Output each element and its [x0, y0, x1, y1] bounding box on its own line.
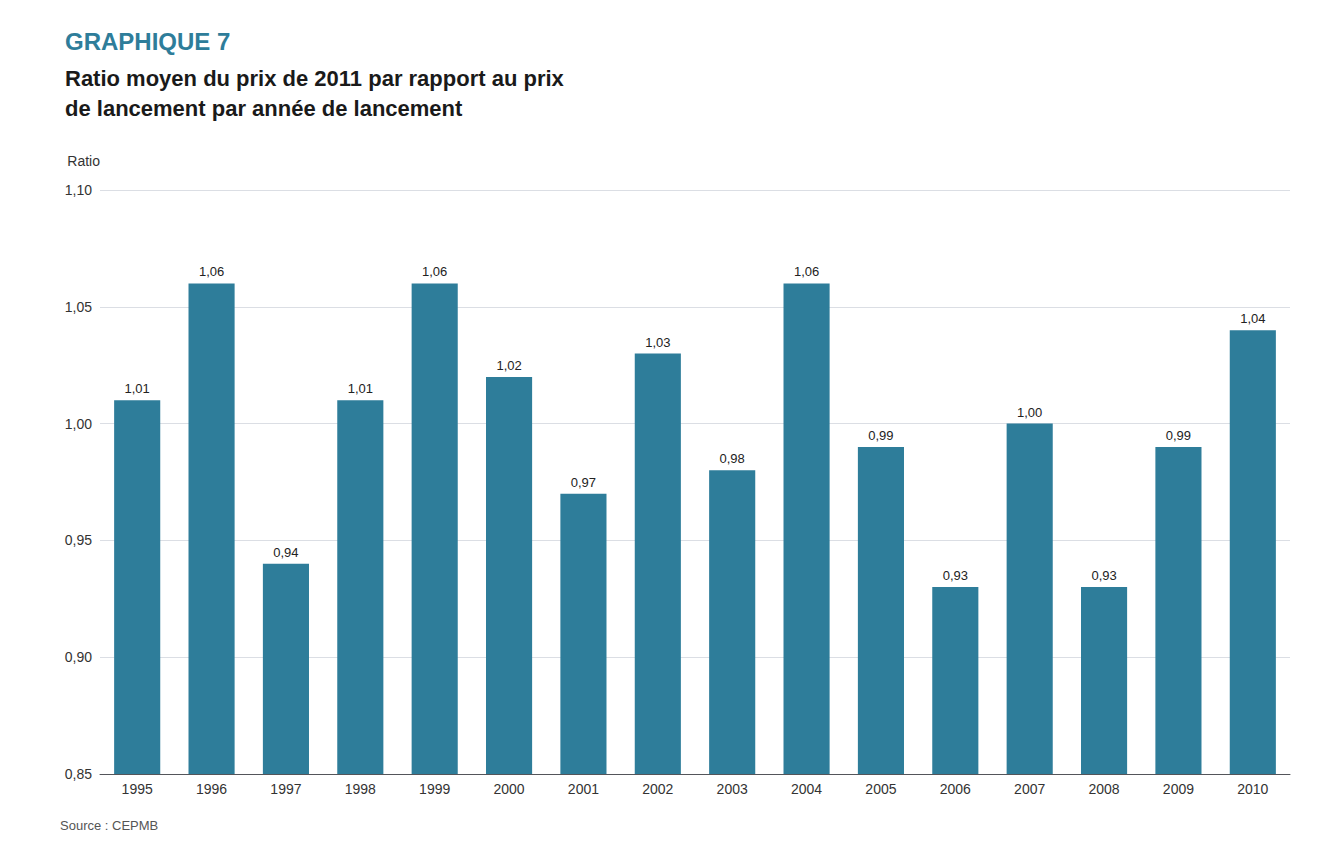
- svg-text:0,85: 0,85: [65, 766, 92, 782]
- svg-text:Ratio moyen du prix de 2011 pa: Ratio moyen du prix de 2011 par rapport …: [65, 66, 565, 91]
- svg-text:1,02: 1,02: [496, 358, 521, 373]
- svg-text:0,97: 0,97: [571, 475, 596, 490]
- svg-text:2004: 2004: [791, 781, 822, 797]
- svg-text:2010: 2010: [1237, 781, 1268, 797]
- svg-text:1,06: 1,06: [199, 264, 224, 279]
- svg-text:1,05: 1,05: [65, 299, 92, 315]
- svg-text:1,00: 1,00: [65, 416, 92, 432]
- svg-text:de lancement par année de lanc: de lancement par année de lancement: [65, 96, 463, 121]
- svg-text:0,94: 0,94: [273, 545, 298, 560]
- svg-text:2001: 2001: [568, 781, 599, 797]
- svg-text:1,04: 1,04: [1240, 311, 1265, 326]
- svg-text:1,06: 1,06: [422, 264, 447, 279]
- svg-text:0,93: 0,93: [1091, 568, 1116, 583]
- svg-text:GRAPHIQUE 7: GRAPHIQUE 7: [65, 28, 230, 55]
- svg-text:2005: 2005: [865, 781, 896, 797]
- svg-text:1,01: 1,01: [348, 381, 373, 396]
- svg-text:0,95: 0,95: [65, 532, 92, 548]
- svg-text:2007: 2007: [1014, 781, 1045, 797]
- svg-text:0,99: 0,99: [868, 428, 893, 443]
- svg-text:1999: 1999: [419, 781, 450, 797]
- svg-text:1996: 1996: [196, 781, 227, 797]
- svg-text:Ratio: Ratio: [67, 153, 100, 169]
- svg-text:2008: 2008: [1088, 781, 1119, 797]
- svg-text:0,90: 0,90: [65, 649, 92, 665]
- svg-text:0,98: 0,98: [720, 451, 745, 466]
- svg-text:1995: 1995: [122, 781, 153, 797]
- svg-text:1,00: 1,00: [1017, 405, 1042, 420]
- svg-text:0,99: 0,99: [1166, 428, 1191, 443]
- svg-text:0,93: 0,93: [943, 568, 968, 583]
- svg-text:1,03: 1,03: [645, 335, 670, 350]
- svg-text:2003: 2003: [717, 781, 748, 797]
- svg-text:Source : CEPMB: Source : CEPMB: [60, 818, 158, 833]
- svg-text:1997: 1997: [270, 781, 301, 797]
- svg-text:1998: 1998: [345, 781, 376, 797]
- svg-text:1,01: 1,01: [125, 381, 150, 396]
- svg-text:1,10: 1,10: [65, 182, 92, 198]
- svg-text:2006: 2006: [940, 781, 971, 797]
- svg-text:1,06: 1,06: [794, 264, 819, 279]
- svg-text:2009: 2009: [1163, 781, 1194, 797]
- svg-text:2000: 2000: [493, 781, 524, 797]
- svg-text:2002: 2002: [642, 781, 673, 797]
